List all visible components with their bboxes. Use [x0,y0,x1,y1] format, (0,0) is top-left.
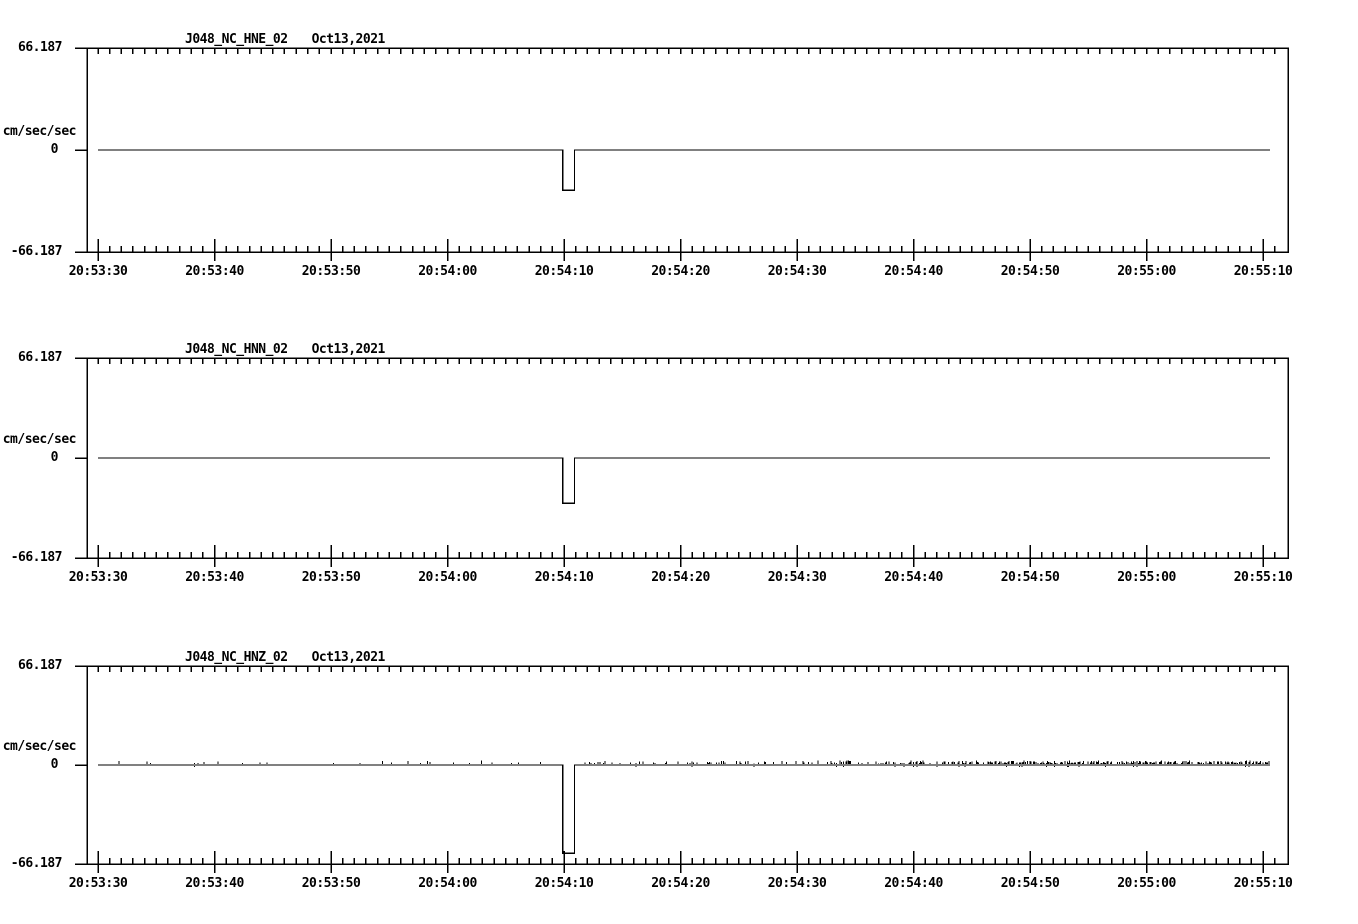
panel-title-date: Oct13,2021 [311,342,386,357]
x-tick-label: 20:53:40 [185,570,244,585]
panel-title: J048_NC_HNN_02 Oct13,2021 [185,343,385,357]
panel-title-station: J048_NC_HNZ_02 [185,650,288,665]
x-tick-label: 20:54:20 [651,876,710,891]
x-tick-label: 20:53:30 [68,876,128,891]
x-tick-label: 20:54:50 [1000,264,1060,279]
panel-1-axes [75,357,1289,567]
panel-title-station: J048_NC_HNE_02 [185,32,288,47]
x-tick-label: 20:54:50 [1000,570,1060,585]
panel-2-trace [98,764,1270,854]
panel-title: J048_NC_HNE_02 Oct13,2021 [185,33,385,47]
panel-title: J048_NC_HNZ_02 Oct13,2021 [185,651,385,665]
y-unit-label: cm/sec/sec [2,124,77,139]
x-tick-label: 20:54:20 [651,570,710,585]
panel-2-axes [75,665,1289,873]
x-tick-label: 20:53:50 [301,570,361,585]
panel-0-trace [98,149,1270,191]
x-tick-label: 20:54:00 [418,264,477,279]
x-tick-label: 20:55:10 [1233,264,1293,279]
y-zero-label: 0 [50,757,59,772]
panel-title-station: J048_NC_HNN_02 [185,342,288,357]
panel-0-axes [75,47,1289,261]
y-zero-label: 0 [50,142,59,157]
panel-1-trace [98,457,1270,504]
x-tick-label: 20:54:10 [534,876,594,891]
x-tick-label: 20:54:30 [767,876,827,891]
x-tick-label: 20:54:40 [884,876,943,891]
x-tick-label: 20:54:50 [1000,876,1060,891]
x-tick-label: 20:53:50 [301,876,361,891]
y-max-label: 66.187 [18,40,62,55]
y-zero-label: 0 [50,450,59,465]
x-tick-label: 20:53:40 [185,264,244,279]
x-tick-label: 20:54:30 [767,264,827,279]
x-tick-label: 20:55:10 [1233,570,1293,585]
x-tick-label: 20:53:40 [185,876,244,891]
x-tick-label: 20:55:10 [1233,876,1293,891]
panel-2-noise [118,760,1270,767]
x-tick-label: 20:54:30 [767,570,827,585]
x-tick-label: 20:54:40 [884,570,943,585]
x-tick-label: 20:55:00 [1117,876,1176,891]
x-tick-label: 20:54:20 [651,264,710,279]
x-tick-label: 20:54:10 [534,570,594,585]
x-tick-label: 20:54:10 [534,264,594,279]
x-tick-label: 20:53:50 [301,264,361,279]
panel-title-date: Oct13,2021 [311,650,386,665]
y-min-label: -66.187 [10,856,63,871]
x-tick-label: 20:53:30 [68,570,128,585]
x-tick-label: 20:54:00 [418,876,477,891]
y-max-label: 66.187 [18,350,62,365]
x-tick-label: 20:54:00 [418,570,477,585]
y-unit-label: cm/sec/sec [2,432,77,447]
y-min-label: -66.187 [10,244,63,259]
x-tick-label: 20:55:00 [1117,570,1176,585]
x-tick-label: 20:55:00 [1117,264,1176,279]
panel-title-date: Oct13,2021 [311,32,386,47]
y-unit-label: cm/sec/sec [2,739,77,754]
x-tick-label: 20:53:30 [68,264,128,279]
x-tick-label: 20:54:40 [884,264,943,279]
y-min-label: -66.187 [10,550,63,565]
y-max-label: 66.187 [18,658,62,673]
